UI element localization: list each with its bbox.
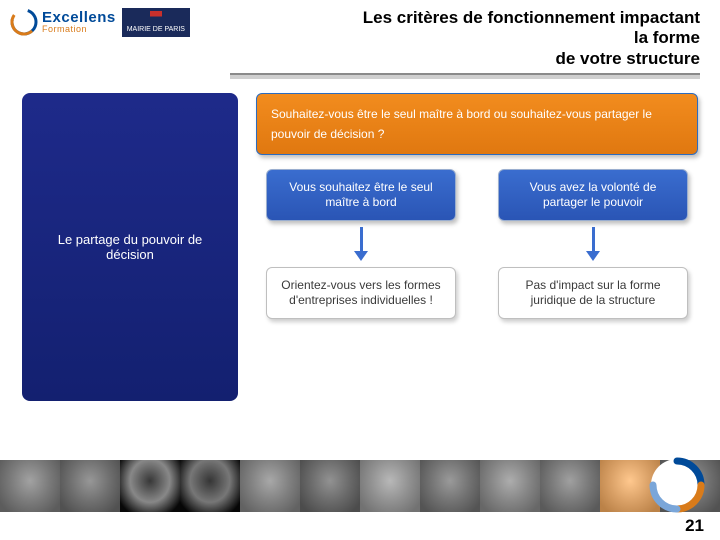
question-box: Souhaitez-vous être le seul maître à bor… [256,93,698,155]
photo-tile [240,460,300,512]
result-text-2: Pas d'impact sur la forme juridique de l… [525,278,660,307]
excellens-swirl-icon [10,8,38,36]
photo-tile [360,460,420,512]
photo-tile [300,460,360,512]
header: Excellens Formation MAIRIE DE PARIS Les … [0,0,720,69]
photo-tile [0,460,60,512]
option-column-1: Vous souhaitez être le seul maître à bor… [256,169,466,319]
photo-tile [180,460,240,512]
paris-shield-icon [150,11,162,25]
page-number: 21 [685,516,704,536]
sidebar-panel: Le partage du pouvoir de décision [22,93,238,401]
photo-tile [480,460,540,512]
options-row: Vous souhaitez être le seul maître à bor… [256,169,698,319]
photo-tile [60,460,120,512]
page-title: Les critères de fonctionnement impactant… [190,8,700,69]
title-line-2: la forme [190,28,700,48]
corner-swirl-icon [648,456,706,514]
question-text: Souhaitez-vous être le seul maître à bor… [271,107,652,141]
option-box-2: Vous avez la volonté de partager le pouv… [498,169,688,221]
sidebar-label: Le partage du pouvoir de décision [36,232,224,262]
option-box-1: Vous souhaitez être le seul maître à bor… [266,169,456,221]
excellens-logo: Excellens Formation [10,8,116,36]
excellens-logo-text: Excellens [42,10,116,25]
option-label-1: Vous souhaitez être le seul maître à bor… [289,180,432,209]
photo-tile [540,460,600,512]
title-line-3: de votre structure [190,49,700,69]
mairie-paris-logo: MAIRIE DE PARIS [122,8,190,37]
arrow-down-icon [354,227,368,261]
title-line-1: Les critères de fonctionnement impactant [190,8,700,28]
option-label-2: Vous avez la volonté de partager le pouv… [530,180,657,209]
photo-tile [420,460,480,512]
option-column-2: Vous avez la volonté de partager le pouv… [488,169,698,319]
result-box-1: Orientez-vous vers les formes d'entrepri… [266,267,456,319]
excellens-logo-subtext: Formation [42,25,116,34]
photo-strip [0,460,720,512]
paris-logo-label: MAIRIE DE PARIS [127,26,185,34]
decision-flow: Souhaitez-vous être le seul maître à bor… [256,93,698,401]
arrow-down-icon [586,227,600,261]
photo-tile [120,460,180,512]
result-text-1: Orientez-vous vers les formes d'entrepri… [281,278,440,307]
result-box-2: Pas d'impact sur la forme juridique de l… [498,267,688,319]
content-area: Le partage du pouvoir de décision Souhai… [0,79,720,401]
logo-block: Excellens Formation MAIRIE DE PARIS [10,8,190,37]
